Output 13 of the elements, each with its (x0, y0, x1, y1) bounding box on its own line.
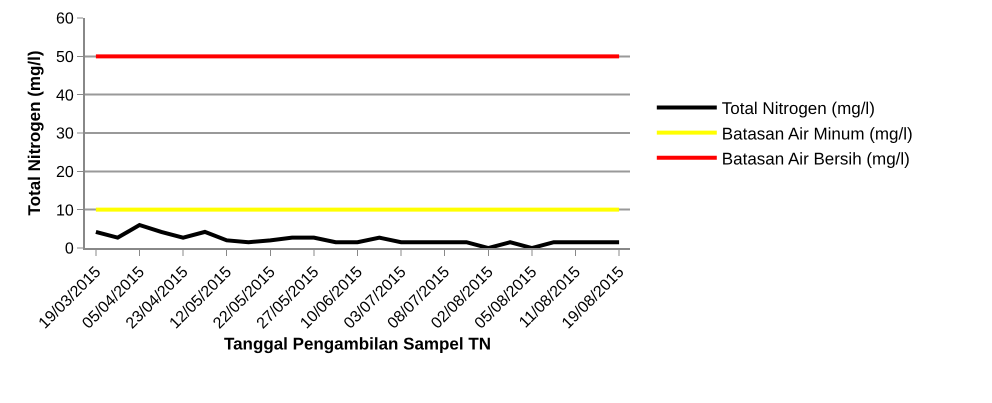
y-axis-title: Total Nitrogen (mg/l) (25, 50, 44, 216)
legend-label: Batasan Air Minum (mg/l) (722, 124, 913, 144)
y-tick-label: 40 (56, 87, 74, 104)
line-series (94, 223, 622, 248)
legend-label: Total Nitrogen (mg/l) (722, 99, 875, 118)
y-tick-label: 20 (56, 164, 74, 181)
y-tick-label: 60 (56, 10, 74, 28)
y-tick-label: 30 (56, 126, 74, 143)
y-tick-label: 0 (64, 240, 74, 258)
legend-label: Batasan Air Bersih (mg/l) (722, 149, 910, 168)
y-tick-label: 10 (56, 202, 74, 220)
y-tick-label: 50 (56, 48, 74, 66)
x-axis-title: Tanggal Pengambilan Sampel TN (224, 334, 492, 354)
